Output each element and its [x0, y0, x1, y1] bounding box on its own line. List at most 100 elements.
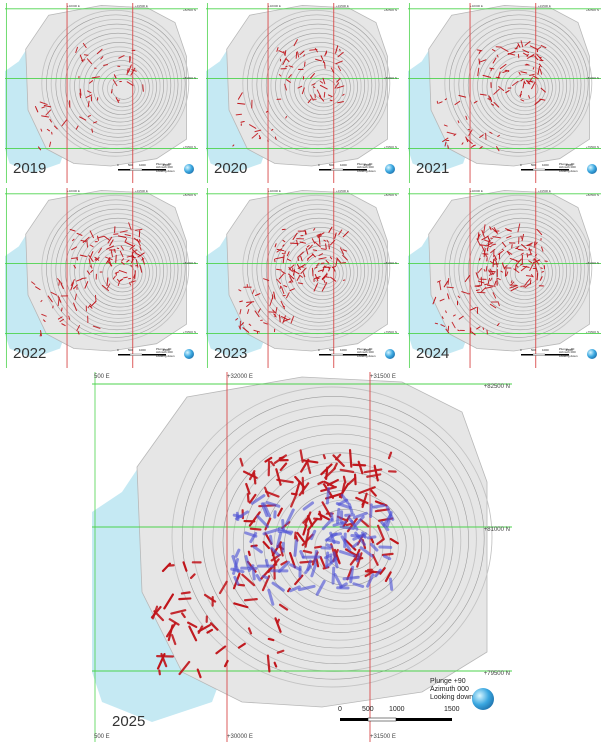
drill-hole-trace [255, 293, 261, 297]
drill-hole-trace [466, 138, 473, 145]
drill-hole-trace [117, 235, 127, 238]
main-coord-e-top-mid: +32000 E [227, 374, 253, 380]
pit-bench [486, 51, 560, 123]
drill-hole-trace [473, 100, 478, 104]
drill-hole-trace [539, 276, 543, 281]
drill-hole-trace [510, 286, 519, 292]
pit-bench [265, 32, 373, 138]
drill-hole-trace [521, 243, 527, 249]
drill-hole-trace [128, 222, 132, 231]
drill-hole-trace [296, 240, 299, 246]
drill-hole-trace [507, 53, 516, 56]
drill-hole-trace [124, 238, 128, 243]
drill-hole-trace [239, 300, 243, 303]
drill-hole-trace [280, 560, 288, 566]
drill-hole-trace [74, 293, 77, 301]
drill-hole-trace [325, 259, 330, 264]
pit-bench [212, 424, 462, 657]
pit-bench [97, 249, 147, 297]
drill-hole-trace [479, 244, 486, 247]
drill-hole-trace [299, 560, 316, 564]
drill-hole-trace [352, 463, 367, 467]
drill-hole-trace [506, 271, 509, 276]
drill-hole-trace [297, 51, 300, 58]
drill-hole-trace [288, 266, 292, 272]
panel-coord-e-left: +32000 E [470, 189, 483, 193]
drill-hole-trace [305, 247, 309, 255]
drill-hole-trace [329, 239, 336, 246]
drill-hole-trace [275, 468, 282, 486]
drill-hole-trace [300, 256, 303, 262]
drill-hole-trace [87, 115, 91, 117]
drill-hole-trace [299, 449, 304, 463]
drill-hole-trace-new [332, 551, 339, 569]
drill-hole-trace-new [234, 548, 241, 558]
pit-bench [261, 28, 376, 142]
drill-hole-trace-new [275, 531, 283, 549]
drill-hole-trace [506, 235, 512, 239]
drill-hole-trace [121, 258, 125, 262]
drill-hole-trace [197, 624, 211, 633]
main-coord-e-bot-left: 500 E [94, 734, 110, 740]
drill-hole-trace-new [289, 585, 301, 593]
orientation-globe-icon [184, 349, 194, 359]
drill-hole-trace [39, 101, 48, 105]
drill-hole-trace [487, 235, 490, 241]
drill-hole-trace [485, 242, 494, 247]
drill-hole-trace-new [340, 535, 352, 552]
drill-hole-trace [235, 113, 242, 116]
drill-hole-trace [496, 277, 501, 281]
drill-hole-trace [278, 542, 284, 557]
drill-hole-trace [306, 244, 310, 248]
drill-hole-trace [180, 591, 191, 595]
legend-azimuth: Azimuth 000 [559, 350, 576, 355]
drill-hole-trace [247, 308, 250, 314]
drill-hole-trace [540, 267, 543, 269]
pit-bench [275, 42, 366, 130]
drill-hole-trace-new [352, 511, 368, 520]
drill-hole-trace [57, 316, 63, 320]
drill-hole-trace [315, 558, 320, 568]
drill-hole-trace [88, 258, 91, 265]
drill-hole-trace [158, 669, 161, 676]
drill-hole-trace-new [353, 515, 365, 528]
pit-bench [307, 73, 341, 104]
drill-hole-trace [275, 306, 278, 314]
drill-hole-trace [525, 275, 534, 277]
pit-bench [449, 199, 589, 338]
drill-hole-trace [79, 92, 82, 99]
drill-hole-trace [285, 115, 288, 119]
panel-map [206, 188, 399, 368]
drill-hole-trace [106, 277, 109, 287]
panel-year-label: 2022 [13, 345, 47, 362]
drill-hole-trace [87, 100, 90, 108]
drill-hole-trace [79, 88, 82, 96]
drill-hole-trace [301, 87, 305, 95]
panel-coord-n-mid: +81000 N [383, 261, 397, 265]
panel-coord-n-top: +82500 N [383, 193, 397, 197]
panel-map [408, 188, 601, 368]
drill-hole-trace [125, 241, 134, 247]
pit-bench [298, 249, 348, 297]
main-map [92, 372, 512, 742]
drill-hole-trace [510, 280, 513, 284]
drill-hole-trace [337, 101, 344, 104]
orientation-globe-icon [385, 164, 395, 174]
drill-hole-trace [453, 314, 456, 317]
drill-hole-trace [534, 99, 541, 105]
drill-hole-trace [330, 276, 337, 282]
drill-hole-trace [292, 269, 296, 276]
pit-bench [102, 69, 143, 108]
drill-hole-trace [316, 262, 320, 267]
drill-hole-trace [539, 63, 542, 68]
drill-hole-trace [90, 269, 94, 273]
legend-azimuth: Azimuth 000 [357, 165, 374, 170]
drill-hole-trace [483, 248, 486, 258]
pit-bench [463, 213, 578, 327]
drill-hole-trace [156, 653, 166, 670]
panel-coord-n-mid: +81000 N [585, 261, 599, 265]
drill-hole-trace [263, 278, 270, 281]
panel-coord-n-bot: +79500 N [383, 330, 397, 334]
drill-hole-trace [239, 309, 242, 315]
pit-bench [232, 442, 446, 641]
